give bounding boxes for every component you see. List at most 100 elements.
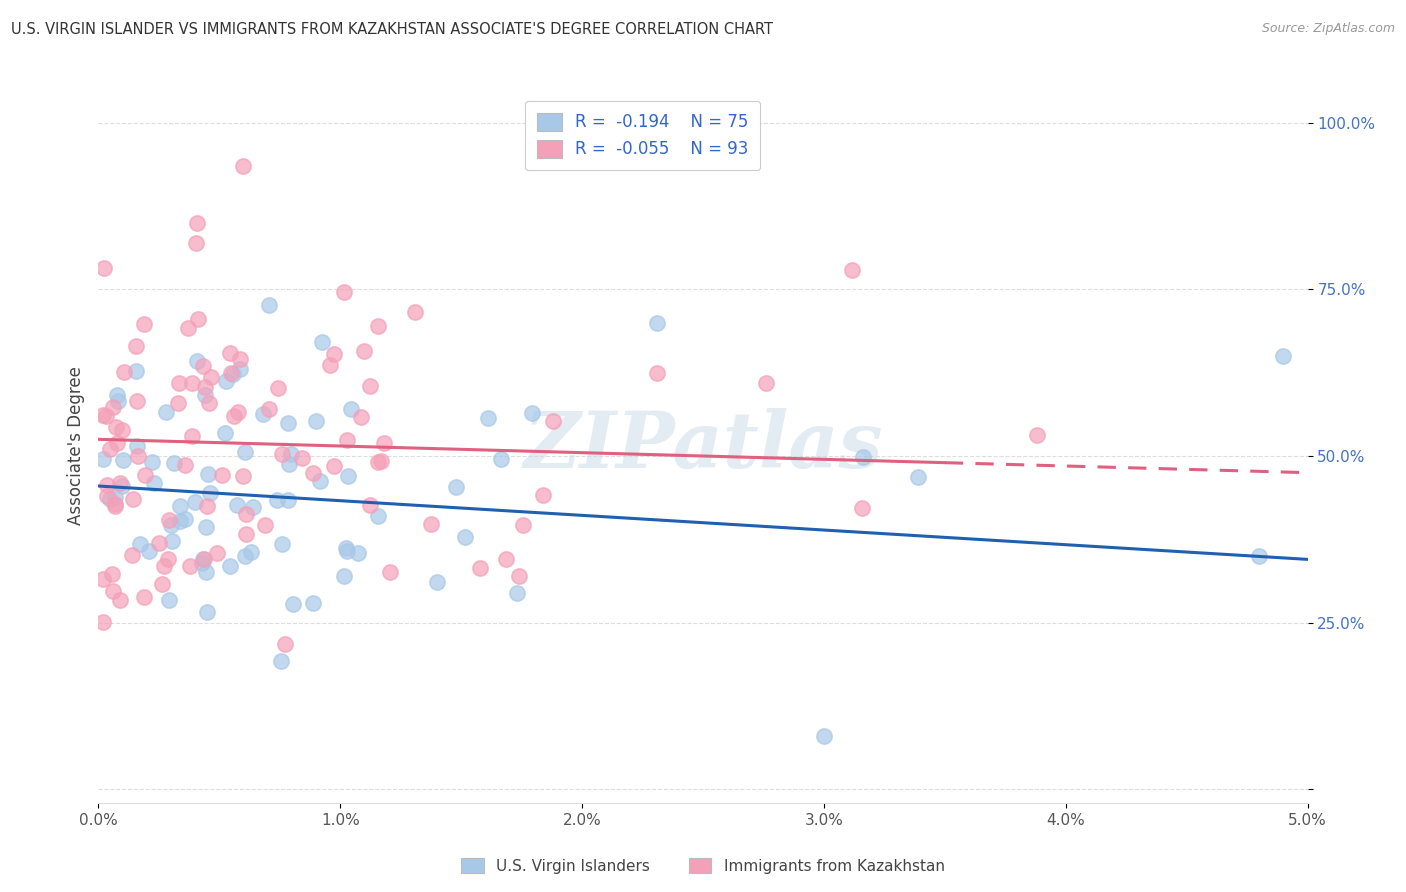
Point (232, 469, 254, 483)
Point (200, 370, 222, 384)
Point (125, 364, 148, 378)
Point (291, 450, 314, 465)
Point (512, 517, 534, 532)
Point (105, 388, 128, 402)
Legend: U.S. Virgin Islanders, Immigrants from Kazakhstan: U.S. Virgin Islanders, Immigrants from K… (456, 852, 950, 880)
Legend: R =  -0.194    N = 75, R =  -0.055    N = 93: R = -0.194 N = 75, R = -0.055 N = 93 (524, 101, 761, 170)
Point (112, 365, 135, 379)
Point (346, 546, 368, 560)
Point (252, 407, 274, 421)
Point (219, 366, 242, 380)
Point (242, 500, 264, 515)
Point (277, 492, 299, 507)
Point (169, 500, 191, 514)
Point (214, 425, 236, 440)
Point (177, 321, 200, 335)
Point (274, 637, 297, 651)
Point (127, 449, 149, 463)
Point (229, 361, 252, 376)
Point (219, 559, 242, 574)
Point (350, 409, 373, 424)
Point (167, 376, 190, 391)
Point (852, 450, 875, 464)
Point (270, 447, 292, 461)
Point (198, 486, 221, 500)
Text: Source: ZipAtlas.com: Source: ZipAtlas.com (1261, 22, 1395, 36)
Point (112, 452, 135, 467)
Point (257, 298, 280, 312)
Point (444, 480, 467, 494)
Point (267, 380, 290, 394)
Point (370, 454, 392, 468)
Point (157, 513, 180, 527)
Point (91, 452, 114, 467)
Point (233, 549, 256, 563)
Point (851, 500, 873, 515)
Point (134, 468, 156, 483)
Point (506, 586, 529, 600)
Point (110, 593, 132, 607)
Point (129, 537, 152, 551)
Point (495, 552, 517, 566)
Point (477, 411, 499, 425)
Point (111, 424, 134, 438)
Point (645, 316, 668, 330)
Point (157, 593, 180, 607)
Point (104, 420, 127, 434)
Point (323, 346, 346, 360)
Point (191, 556, 214, 570)
Point (101, 584, 124, 599)
Point (153, 559, 176, 574)
Point (179, 558, 201, 573)
Point (104, 490, 127, 504)
Point (426, 574, 449, 589)
Point (156, 552, 179, 566)
Point (454, 530, 477, 544)
Point (224, 409, 246, 424)
Point (367, 455, 389, 469)
Point (104, 497, 127, 511)
Point (96, 478, 118, 492)
Point (105, 435, 128, 450)
Point (378, 565, 401, 579)
Point (94, 409, 117, 423)
Point (122, 491, 145, 506)
Point (322, 458, 344, 473)
Point (193, 359, 215, 373)
Point (181, 376, 204, 390)
Point (198, 396, 221, 410)
Point (340, 402, 363, 417)
Point (359, 498, 381, 512)
Point (266, 492, 288, 507)
Point (235, 526, 257, 541)
Point (1272, 349, 1295, 363)
Point (167, 396, 190, 410)
Point (353, 343, 375, 358)
Point (271, 537, 294, 551)
Point (373, 435, 395, 450)
Point (336, 434, 359, 448)
Point (281, 597, 304, 611)
Point (235, 507, 257, 521)
Point (280, 447, 302, 461)
Point (194, 380, 217, 394)
Point (148, 535, 170, 549)
Point (101, 567, 124, 582)
Point (301, 466, 323, 480)
Point (150, 577, 173, 591)
Point (225, 498, 247, 512)
Point (103, 401, 125, 415)
Point (195, 499, 218, 513)
Point (468, 560, 491, 574)
Point (173, 458, 195, 473)
Point (141, 455, 163, 469)
Point (226, 405, 249, 419)
Point (335, 541, 357, 556)
Point (104, 499, 127, 513)
Point (308, 475, 330, 489)
Text: U.S. VIRGIN ISLANDER VS IMMIGRANTS FROM KAZAKHSTAN ASSOCIATE'S DEGREE CORRELATIO: U.S. VIRGIN ISLANDER VS IMMIGRANTS FROM … (11, 22, 773, 37)
Point (645, 366, 668, 380)
Point (91, 615, 114, 629)
Point (186, 354, 208, 368)
Point (98, 442, 121, 457)
